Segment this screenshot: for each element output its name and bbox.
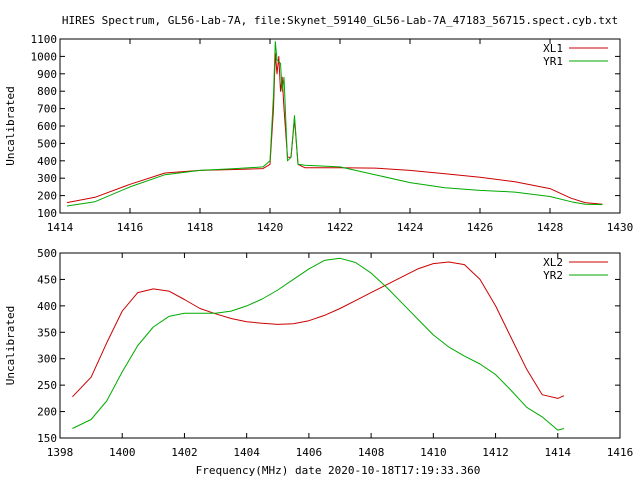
y-tick-label: 700 <box>37 103 57 116</box>
y-tick-label: 450 <box>37 273 57 286</box>
x-tick-label: 1400 <box>109 446 136 459</box>
legend-label: XL2 <box>543 256 563 269</box>
legend-label: YR1 <box>543 55 563 68</box>
chart-title: HIRES Spectrum, GL56-Lab-7A, file:Skynet… <box>62 14 618 27</box>
y-tick-label: 1000 <box>31 50 58 63</box>
y-tick-label: 900 <box>37 68 57 81</box>
x-tick-label: 1418 <box>187 221 214 234</box>
plot-1: 1414 1416 1418 1420 1422 1424 1426 1428 1430 100 2… <box>4 33 633 234</box>
x-tick-label: 1414 <box>47 221 74 234</box>
x-tick-label: 1412 <box>482 446 509 459</box>
series-line-xl1 <box>66 52 603 205</box>
x-axis-label: Frequency(MHz) date 2020-10-18T17:19:33.… <box>196 464 481 477</box>
y-tick-label: 600 <box>37 120 57 133</box>
series-line-yr2 <box>72 257 565 431</box>
series-line-yr1 <box>66 41 603 207</box>
x-tick-label: 1402 <box>171 446 198 459</box>
y-tick-label: 300 <box>37 172 57 185</box>
plots-group: 1414 1416 1418 1420 1422 1424 1426 1428 1430 100 2… <box>4 33 633 459</box>
plot-2: 1398 1400 1402 1404 1406 1408 1410 1412 1414 1416… <box>4 247 633 459</box>
y-tick-label: 400 <box>37 155 57 168</box>
y-tick-label: 800 <box>37 85 57 98</box>
y-tick-label: 150 <box>37 432 57 445</box>
y-tick-label: 200 <box>37 406 57 419</box>
y-axis-label: Uncalibrated <box>4 86 17 165</box>
x-tick-label: 1416 <box>117 221 144 234</box>
x-tick-label: 1424 <box>397 221 424 234</box>
x-tick-label: 1398 <box>47 446 74 459</box>
legend-label: YR2 <box>543 269 563 282</box>
y-tick-label: 200 <box>37 190 57 203</box>
x-tick-label: 1404 <box>233 446 260 459</box>
x-tick-label: 1422 <box>327 221 354 234</box>
x-tick-label: 1426 <box>467 221 494 234</box>
x-tick-label: 1406 <box>296 446 323 459</box>
y-tick-label: 400 <box>37 300 57 313</box>
series-line-xl2 <box>72 261 565 399</box>
x-tick-label: 1416 <box>607 446 634 459</box>
y-axis-label: Uncalibrated <box>4 306 17 385</box>
x-tick-label: 1428 <box>537 221 564 234</box>
plot-frame <box>59 252 621 439</box>
y-tick-label: 500 <box>37 137 57 150</box>
x-tick-label: 1430 <box>607 221 634 234</box>
x-tick-label: 1414 <box>545 446 572 459</box>
y-tick-label: 1100 <box>31 33 58 46</box>
y-tick-label: 250 <box>37 379 57 392</box>
y-tick-label: 350 <box>37 326 57 339</box>
x-tick-label: 1420 <box>257 221 284 234</box>
plot-frame <box>59 38 621 214</box>
x-tick-label: 1408 <box>358 446 385 459</box>
y-tick-label: 100 <box>37 207 57 220</box>
legend-label: XL1 <box>543 42 563 55</box>
y-tick-label: 500 <box>37 247 57 260</box>
y-tick-label: 300 <box>37 353 57 366</box>
x-tick-label: 1410 <box>420 446 447 459</box>
